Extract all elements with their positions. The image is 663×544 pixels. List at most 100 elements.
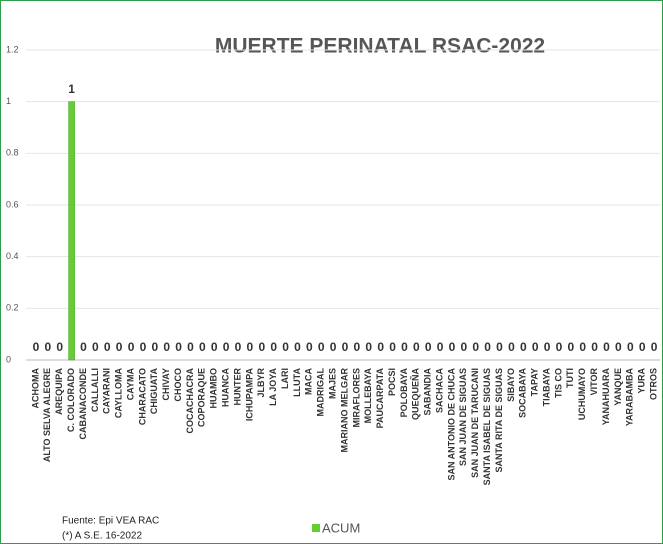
x-tick-label: MOLLEBAYA <box>363 368 373 424</box>
value-label: 0 <box>377 340 384 354</box>
x-tick-label: POLOBAYA <box>399 368 409 418</box>
value-label: 0 <box>496 340 503 354</box>
x-tick-label: TIABAYA <box>541 368 551 407</box>
x-tick-label: LLUTA <box>292 368 302 397</box>
x-tick-label: YANQUE <box>613 368 623 406</box>
value-label: 0 <box>330 340 337 354</box>
x-tick-label: CALLALLI <box>90 368 100 412</box>
value-label: 0 <box>247 340 254 354</box>
value-label: 0 <box>44 340 51 354</box>
y-tick-label: 0.8 <box>6 148 19 158</box>
x-tick-label: TIS CO <box>553 368 563 398</box>
x-tick-label: COPORAQUE <box>197 368 207 427</box>
x-tick-label: SACHACA <box>434 367 444 413</box>
y-tick-label: 0.4 <box>6 251 19 261</box>
value-label: 0 <box>342 340 349 354</box>
value-label: 0 <box>187 340 194 354</box>
x-tick-label: SAN JUAN DE SIGUAS <box>458 368 468 466</box>
value-label: 0 <box>437 340 444 354</box>
value-label: 0 <box>223 340 230 354</box>
value-label: 0 <box>472 340 479 354</box>
value-label: 0 <box>92 340 99 354</box>
value-label: 0 <box>449 340 456 354</box>
x-tick-label: VITOR <box>589 368 599 396</box>
x-tick-label: JLBYR <box>256 368 266 398</box>
x-tick-label: MIRAFLORES <box>351 368 361 428</box>
x-tick-label: CABANACONDE <box>78 368 88 440</box>
value-label: 0 <box>603 340 610 354</box>
x-tick-label: CAYARANI <box>102 368 112 414</box>
value-label: 0 <box>282 340 289 354</box>
y-tick-label: 0.6 <box>6 199 19 209</box>
value-label: 0 <box>520 340 527 354</box>
value-label: 0 <box>128 340 135 354</box>
x-tick-label: MACA <box>304 368 314 395</box>
x-tick-label: COCACHACRA <box>185 368 195 434</box>
value-label: 0 <box>544 340 551 354</box>
x-tick-label: SABANDIA <box>423 368 433 416</box>
x-tick-label: CAYLLOMA <box>114 368 124 419</box>
value-label: 0 <box>413 340 420 354</box>
x-tick-label: HUAMBO <box>209 368 219 409</box>
value-label: 0 <box>627 340 634 354</box>
value-label: 0 <box>116 340 123 354</box>
x-tick-label: YANAHUARA <box>601 368 611 426</box>
source-note: Fuente: Epi VEA RAC <box>62 516 159 527</box>
x-tick-label: SANTA ISABEL DE SIGUAS <box>482 368 492 485</box>
x-tick-label: CHIVAY <box>161 368 171 401</box>
x-tick-label: MARIANO MELGAR <box>339 368 349 453</box>
value-label: 0 <box>33 340 40 354</box>
y-tick-label: 1 <box>6 96 11 106</box>
x-tick-label: CHARACATO <box>137 368 147 425</box>
value-label: 0 <box>532 340 539 354</box>
x-tick-label: UCHUMAYO <box>577 368 587 420</box>
x-tick-label: SOCABAYA <box>518 368 528 418</box>
x-tick-label: QUEQUEÑA <box>411 368 421 421</box>
y-tick-label: 0.2 <box>6 303 19 313</box>
value-label: 0 <box>104 340 111 354</box>
value-label: 1 <box>68 82 75 96</box>
value-label: 0 <box>294 340 301 354</box>
value-label: 0 <box>389 340 396 354</box>
value-label: 0 <box>484 340 491 354</box>
x-tick-label: MADRIGAL <box>316 368 326 417</box>
x-tick-label: SAN JUAN DE TARUCANI <box>470 368 480 478</box>
value-label: 0 <box>401 340 408 354</box>
value-label: 0 <box>354 340 361 354</box>
x-tick-label: PAUCARPATA <box>375 367 385 428</box>
x-tick-label: LA JOYA <box>268 368 278 406</box>
value-label: 0 <box>365 340 372 354</box>
value-label: 0 <box>425 340 432 354</box>
x-tick-label: SANTA RITA DE SIGUAS <box>494 368 504 473</box>
x-tick-label: C. COLORADO <box>66 368 76 432</box>
x-tick-label: ACHOMA <box>30 368 40 409</box>
value-label: 0 <box>639 340 646 354</box>
y-tick-label: 0 <box>6 354 11 364</box>
value-label: 0 <box>556 340 563 354</box>
y-tick-label: 1.2 <box>6 44 19 54</box>
value-label: 0 <box>140 340 147 354</box>
value-label: 0 <box>306 340 313 354</box>
value-label: 0 <box>56 340 63 354</box>
x-tick-label: SIBAYO <box>506 368 516 402</box>
x-tick-label: HUANCA <box>221 368 231 407</box>
x-tick-label: AREQUIPA <box>54 368 64 415</box>
x-tick-label: ICHUPAMPA <box>244 368 254 422</box>
value-label: 0 <box>508 340 515 354</box>
value-label: 0 <box>163 340 170 354</box>
value-label: 0 <box>318 340 325 354</box>
x-tick-label: YURA <box>637 368 647 394</box>
x-tick-label: HUNTER <box>232 368 242 406</box>
x-tick-label: ALTO SELVA ALEGRE <box>42 368 52 462</box>
x-tick-label: SAN ANTONIO DE CHUCA <box>446 368 456 481</box>
value-label: 0 <box>461 340 468 354</box>
x-tick-label: CHOCO <box>173 368 183 402</box>
x-tick-label: LARI <box>280 368 290 389</box>
x-tick-label: CAYMA <box>125 368 135 401</box>
legend-label: ACUM <box>322 520 360 535</box>
x-tick-label: OTROS <box>648 368 658 400</box>
x-tick-label: YARABAMBA <box>625 368 635 427</box>
bar <box>68 101 75 361</box>
value-label: 0 <box>591 340 598 354</box>
